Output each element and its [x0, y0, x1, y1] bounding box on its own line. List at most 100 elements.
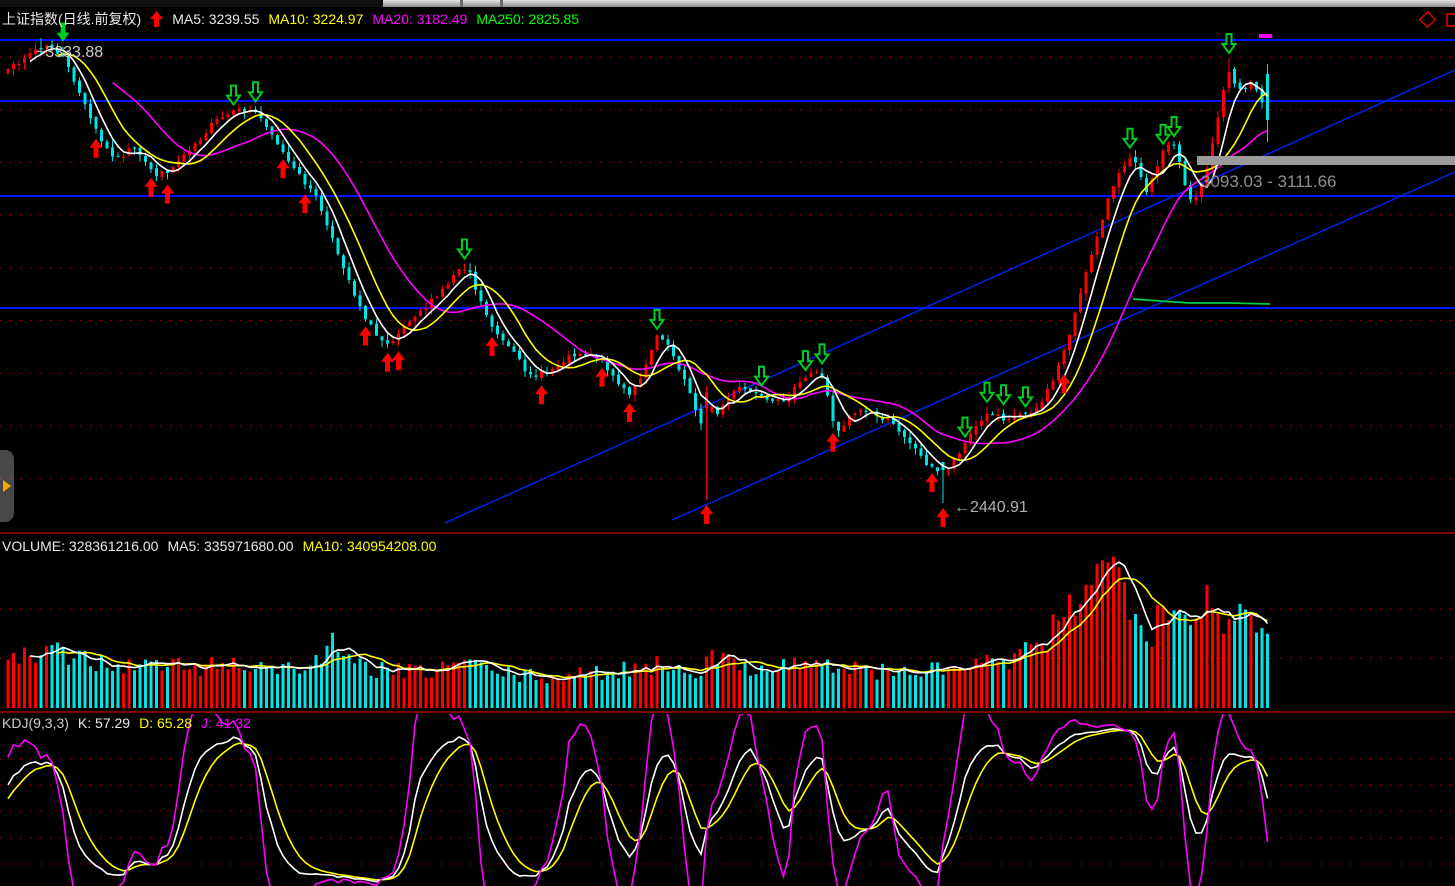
volume-bar [325, 645, 329, 708]
kdj-pane[interactable] [0, 714, 1455, 886]
candle-body [347, 267, 351, 281]
candle-body [1216, 117, 1220, 144]
volume-bar [545, 683, 549, 708]
volume-bar [650, 674, 653, 708]
candle-body [6, 69, 10, 74]
candle-body [446, 284, 450, 289]
volume-bar [155, 660, 158, 708]
volume-bar [199, 675, 202, 708]
volume-bar [177, 657, 180, 708]
candle-body [1062, 350, 1066, 365]
volume-bar [523, 670, 527, 708]
candle-body [567, 354, 571, 364]
volume-bar [83, 650, 87, 708]
candle-body [985, 413, 989, 422]
volume-bar [204, 664, 208, 708]
candle-body [490, 315, 494, 327]
left-panel-toggle[interactable] [0, 450, 14, 522]
volume-bar [1079, 604, 1082, 708]
volume-bar [617, 678, 620, 708]
sell-signal-arrow [456, 238, 473, 261]
sell-signal-arrow [247, 81, 264, 104]
volume-bar [771, 672, 774, 708]
volume-bar [683, 672, 686, 708]
volume-bar [270, 667, 274, 708]
volume-bar [1266, 633, 1269, 708]
candle-body [50, 44, 54, 48]
volume-bar [292, 668, 296, 708]
volume-bar [743, 662, 747, 708]
square-icon[interactable] [1446, 13, 1455, 27]
candle-body [28, 53, 32, 59]
candle-body [688, 378, 692, 394]
volume-bar [67, 664, 70, 708]
sell-signal-arrow [813, 343, 831, 366]
volume-bar [441, 661, 444, 708]
buy-signal-arrow [700, 505, 713, 524]
candle-body [738, 386, 741, 392]
volume-bar [573, 677, 576, 708]
candle-body [606, 360, 609, 371]
candle-body [628, 387, 631, 395]
candle-body [369, 320, 373, 325]
candle-body [1128, 157, 1132, 167]
candle-body [523, 359, 527, 372]
candle-body [754, 392, 758, 394]
volume-bar [490, 670, 494, 708]
volume-bar [749, 675, 752, 708]
volume-bar [193, 663, 197, 708]
volume-bar [782, 659, 785, 708]
candle-body [419, 310, 422, 316]
candle-body [309, 185, 312, 189]
candle-body [122, 156, 125, 158]
candle-body [991, 414, 994, 416]
candle-body [78, 80, 81, 93]
candle-body [397, 333, 400, 341]
ma5-value: MA5: 3239.55 [172, 11, 260, 27]
candle-body [1172, 144, 1176, 146]
sell-signal-arrow [1121, 127, 1139, 150]
candle-body [639, 378, 642, 385]
candle-body [298, 166, 301, 174]
candle-body [661, 335, 664, 340]
candle-body [1161, 150, 1165, 168]
volume-bar [1051, 614, 1055, 708]
candle-body [380, 336, 384, 341]
candle-body [1029, 413, 1033, 415]
volume-bar [666, 671, 670, 708]
candle-body [952, 458, 956, 469]
candle-body [760, 393, 763, 396]
volume-value: VOLUME: 328361216.00 [2, 538, 159, 554]
volume-bar [754, 674, 758, 708]
diamond-icon[interactable] [1419, 11, 1437, 29]
candle-body [1139, 163, 1143, 177]
candle-body [353, 280, 356, 296]
volume-bar [820, 664, 824, 708]
volume-bar [1150, 646, 1154, 708]
volume-bar [226, 669, 230, 708]
candle-body [1211, 143, 1214, 169]
volume-bar [1222, 633, 1225, 708]
volume-bar [859, 666, 862, 708]
volume-bar [1002, 658, 1005, 708]
candle-body [402, 325, 406, 334]
candle-body [672, 345, 675, 357]
main-chart-pane[interactable]: ~3333.88 ←2440.91 3093.03 - 3111.66 [0, 0, 1455, 534]
candle-body [1150, 178, 1154, 193]
candle-body [226, 114, 230, 118]
volume-pane[interactable] [0, 536, 1455, 712]
candle-body [320, 195, 323, 212]
candle-body [314, 189, 318, 196]
volume-header: VOLUME: 328361216.00 MA5: 335971680.00 M… [2, 538, 436, 554]
volume-bar [34, 662, 37, 708]
volume-bar [1161, 605, 1165, 708]
sell-signal-arrow [1017, 386, 1034, 409]
candle-body [699, 408, 703, 424]
candle-body [111, 147, 114, 157]
buy-signal-arrow [826, 432, 840, 452]
candle-body [1112, 186, 1115, 199]
volume-bar [166, 666, 169, 708]
candle-body [551, 368, 554, 373]
volume-bar [12, 652, 15, 708]
range-annotation: 3093.03 - 3111.66 [1201, 172, 1337, 191]
